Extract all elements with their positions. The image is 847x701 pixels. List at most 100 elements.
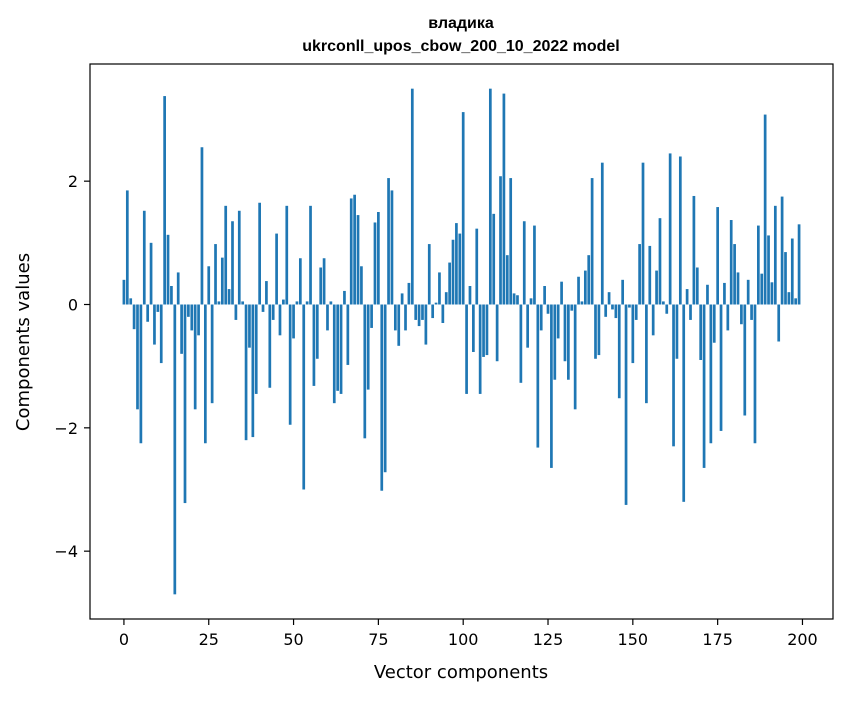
bar [275, 233, 278, 305]
bar [356, 215, 360, 305]
bar [543, 286, 546, 305]
bar [628, 304, 631, 308]
bar [410, 88, 414, 305]
bar [217, 301, 221, 305]
bar [271, 304, 275, 320]
bar [536, 304, 540, 448]
bar [645, 304, 648, 404]
bar [607, 292, 611, 305]
bars-group [122, 88, 801, 595]
bar [458, 233, 462, 305]
bar [702, 304, 706, 468]
bar [136, 304, 139, 410]
bar [706, 284, 709, 305]
bar [699, 304, 703, 360]
bar [393, 304, 397, 331]
bar [790, 238, 794, 305]
bar [292, 304, 295, 339]
bar [611, 304, 614, 310]
bar [173, 304, 177, 595]
bar [570, 304, 574, 311]
bar [237, 210, 241, 305]
bar [220, 257, 224, 305]
bar [444, 292, 448, 305]
bar [197, 304, 200, 336]
bar [685, 289, 689, 305]
bar [336, 304, 340, 391]
bar [180, 304, 183, 354]
bar [522, 221, 526, 305]
bar [594, 304, 597, 359]
bar [231, 221, 234, 305]
bar [631, 304, 635, 364]
bar [746, 279, 750, 305]
bar [349, 198, 353, 305]
bar [377, 212, 380, 305]
bar [567, 304, 570, 380]
bar [539, 304, 543, 331]
x-axis-ticks: 0 25 50 75 100 125 150 175 200 [119, 619, 818, 649]
bar [634, 304, 638, 320]
bar [390, 190, 394, 305]
bar [482, 304, 485, 357]
bar [234, 304, 238, 320]
bar [214, 244, 217, 305]
bar [516, 295, 519, 305]
bar [757, 225, 760, 305]
bar [512, 293, 516, 305]
bar [417, 304, 421, 327]
bar [750, 304, 753, 320]
bar [526, 304, 530, 348]
bar [363, 304, 367, 439]
x-tick-label: 50 [283, 630, 303, 649]
bar [166, 234, 170, 305]
bar [122, 279, 126, 305]
bar [187, 304, 190, 317]
bar [624, 304, 628, 505]
bar [346, 304, 350, 365]
bar [468, 286, 472, 305]
bar [373, 222, 377, 305]
bar [723, 282, 726, 305]
bar [641, 162, 645, 305]
bar [261, 304, 265, 312]
y-tick-label: −2 [54, 419, 78, 438]
bar [763, 114, 767, 305]
bar [421, 304, 424, 320]
bar [729, 220, 733, 305]
bar [617, 304, 621, 399]
bar [604, 304, 608, 317]
bar [441, 304, 445, 323]
bar [689, 304, 692, 320]
bar [733, 244, 736, 305]
bar [597, 304, 601, 356]
bar [183, 304, 187, 504]
bar [315, 304, 319, 359]
bar [740, 304, 743, 325]
bar [193, 304, 197, 410]
bar [190, 304, 194, 331]
bar [298, 258, 302, 305]
bar [743, 304, 747, 416]
bar [302, 304, 306, 490]
bar [658, 218, 662, 305]
bar [692, 195, 696, 305]
bar [265, 281, 268, 305]
x-tick-label: 25 [199, 630, 219, 649]
bar [295, 301, 299, 305]
bar [529, 298, 533, 305]
bar [207, 266, 211, 305]
bar [675, 304, 679, 359]
bar [797, 224, 801, 305]
bar [227, 289, 231, 305]
bar [400, 293, 404, 305]
bar [787, 292, 791, 305]
x-tick-label: 200 [787, 630, 818, 649]
plot-area-frame [89, 63, 834, 620]
bar [682, 304, 686, 502]
bar [695, 267, 699, 305]
bar [448, 262, 451, 305]
bar [583, 270, 587, 305]
bar [648, 245, 652, 305]
